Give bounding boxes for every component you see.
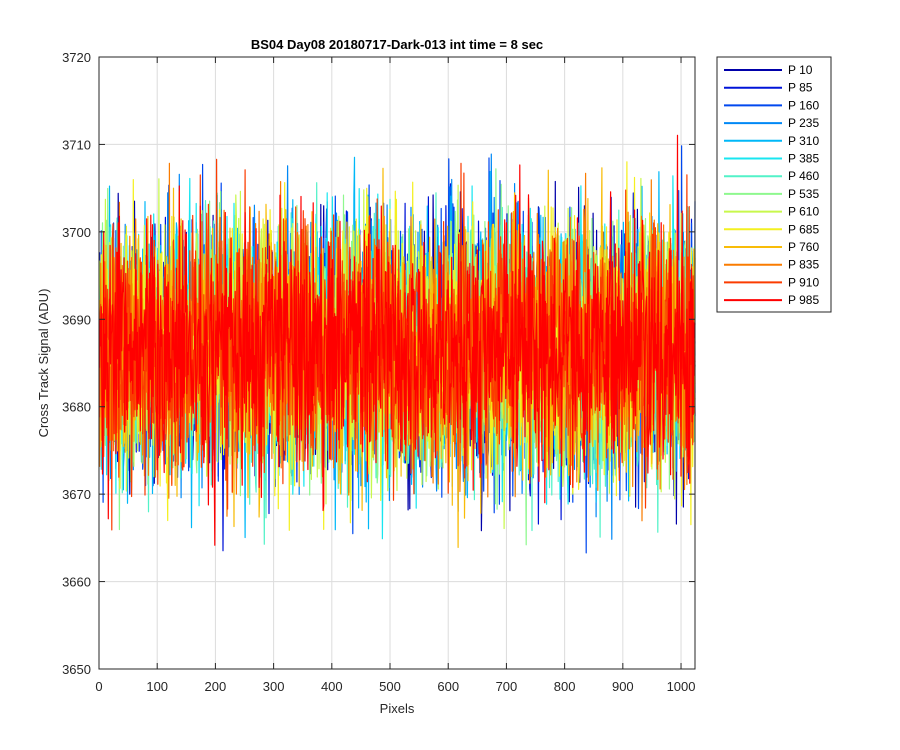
plot-frame — [98, 56, 696, 670]
legend-label: P 160 — [788, 98, 819, 112]
x-tick-label: 400 — [321, 679, 343, 694]
legend-box — [716, 56, 832, 313]
x-axis-label: Pixels — [380, 701, 415, 716]
y-axis-label: Cross Track Signal (ADU) — [36, 289, 51, 438]
y-axis-ticks: 3650 3660 3670 3680 3690 3700 3710 3720 — [62, 50, 695, 677]
y-tick-label: 3710 — [62, 137, 91, 152]
x-tick-label: 0 — [95, 679, 102, 694]
x-tick-label: 200 — [205, 679, 227, 694]
x-tick-label: 300 — [263, 679, 285, 694]
chart-title: BS04 Day08 20180717-Dark-013 int time = … — [251, 37, 543, 52]
y-tick-label: 3670 — [62, 487, 91, 502]
legend-label: P 760 — [788, 240, 819, 254]
legend-label: P 460 — [788, 169, 819, 183]
x-tick-label: 700 — [496, 679, 518, 694]
series-lines — [99, 134, 696, 554]
legend-label: P 310 — [788, 134, 819, 148]
x-tick-label: 800 — [554, 679, 576, 694]
legend-label: P 385 — [788, 152, 819, 166]
x-tick-label: 900 — [612, 679, 634, 694]
series-line — [99, 134, 696, 546]
x-axis-ticks: 0 100 200 300 400 500 600 700 800 900 1000 — [95, 57, 695, 694]
legend-entries: P 10 P 85 P 160 P 235 P 310 P 385 P 460 P 535 P … — [724, 63, 819, 307]
y-tick-label: 3700 — [62, 225, 91, 240]
y-tick-label: 3660 — [62, 575, 91, 590]
legend-label: P 610 — [788, 205, 819, 219]
legend-label: P 535 — [788, 187, 819, 201]
legend-label: P 10 — [788, 63, 813, 77]
legend-label: P 85 — [788, 81, 813, 95]
legend: P 10 P 85 P 160 P 235 P 310 P 385 P 460 P 535 P … — [716, 56, 832, 313]
x-tick-label: 600 — [437, 679, 459, 694]
x-tick-label: 1000 — [667, 679, 696, 694]
y-tick-label: 3720 — [62, 50, 91, 65]
y-tick-label: 3690 — [62, 312, 91, 327]
legend-label: P 985 — [788, 293, 819, 307]
x-tick-label: 500 — [379, 679, 401, 694]
x-tick-label: 100 — [146, 679, 168, 694]
legend-label: P 835 — [788, 258, 819, 272]
legend-label: P 910 — [788, 275, 819, 289]
legend-label: P 235 — [788, 116, 819, 130]
y-tick-label: 3680 — [62, 400, 91, 415]
y-tick-label: 3650 — [62, 662, 91, 677]
legend-label: P 685 — [788, 222, 819, 236]
